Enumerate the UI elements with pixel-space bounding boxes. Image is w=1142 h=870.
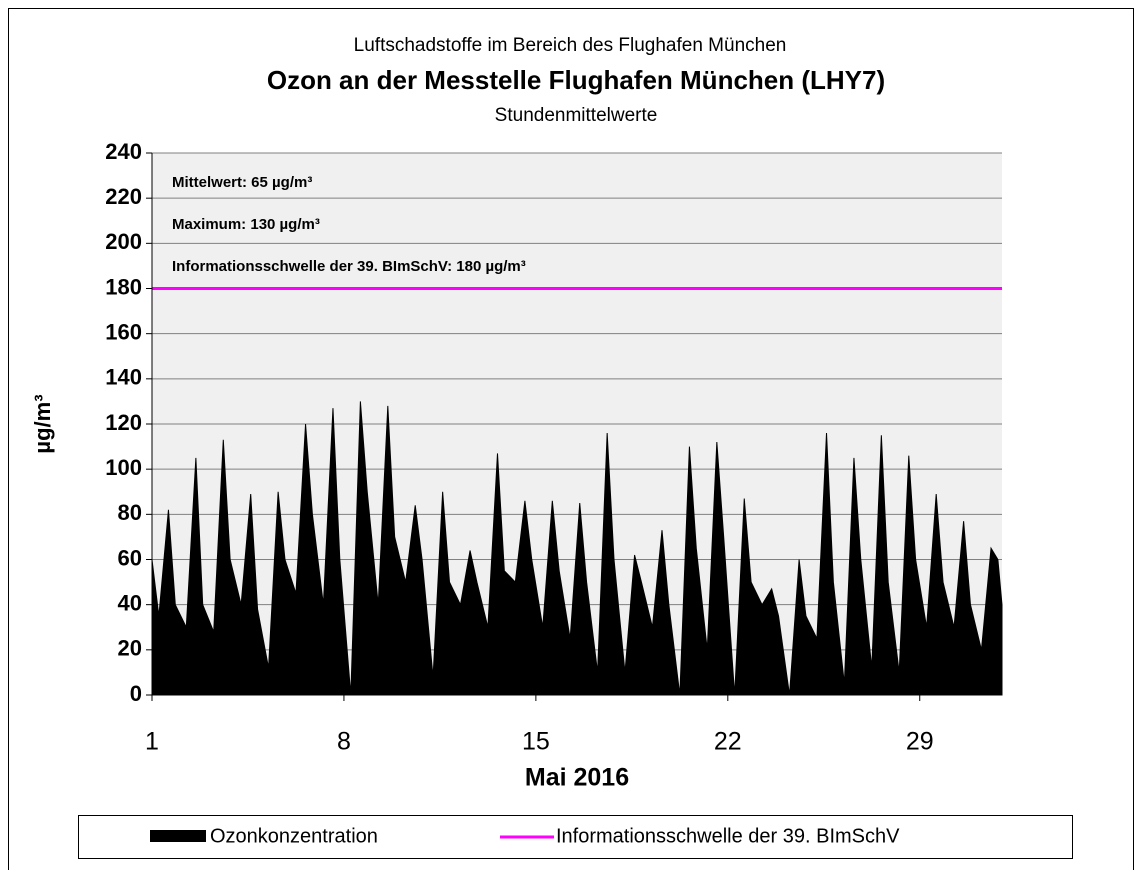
y-tick-label: 120: [105, 410, 142, 435]
x-tick-label: 1: [145, 728, 159, 756]
y-tick-label: 220: [105, 184, 142, 209]
y-tick-label: 80: [118, 500, 142, 525]
y-tick-label: 40: [118, 590, 142, 615]
x-tick-label: 8: [337, 728, 351, 756]
annotation: Mittelwert: 65 µg/m³: [172, 174, 312, 191]
annotation: Maximum: 130 µg/m³: [172, 216, 320, 233]
y-tick-label: 100: [105, 455, 142, 480]
y-tick-label: 240: [105, 139, 142, 164]
x-tick-label: 15: [522, 728, 550, 756]
chart-supertitle: Luftschadstoffe im Bereich des Flughafen…: [354, 35, 787, 56]
y-tick-label: 20: [118, 636, 142, 661]
y-tick-label: 0: [130, 681, 142, 706]
y-tick-label: 160: [105, 319, 142, 344]
x-tick-label: 29: [906, 728, 934, 756]
legend-label: Ozonkonzentration: [210, 825, 378, 847]
legend: Ozonkonzentration Informationsschwelle de…: [78, 815, 1073, 859]
legend-label: Informationsschwelle der 39. BImSchV: [556, 825, 900, 847]
chart-subtitle: Stundenmittelwerte: [495, 105, 658, 126]
annotation: Informationsschwelle der 39. BImSchV: 18…: [172, 258, 526, 275]
area: [151, 401, 1003, 696]
y-tick-label: 180: [105, 274, 142, 299]
y-tick-label: 200: [105, 229, 142, 254]
legend-box: [78, 815, 1073, 859]
legend-swatch: [150, 830, 206, 842]
x-axis-label: Mai 2016: [525, 764, 629, 792]
chart-title: Ozon an der Messtelle Flughafen München …: [267, 65, 885, 95]
y-tick-label: 60: [118, 545, 142, 570]
y-axis-label: µg/m³: [30, 394, 55, 453]
x-tick-label: 22: [714, 728, 742, 756]
y-tick-label: 140: [105, 365, 142, 390]
